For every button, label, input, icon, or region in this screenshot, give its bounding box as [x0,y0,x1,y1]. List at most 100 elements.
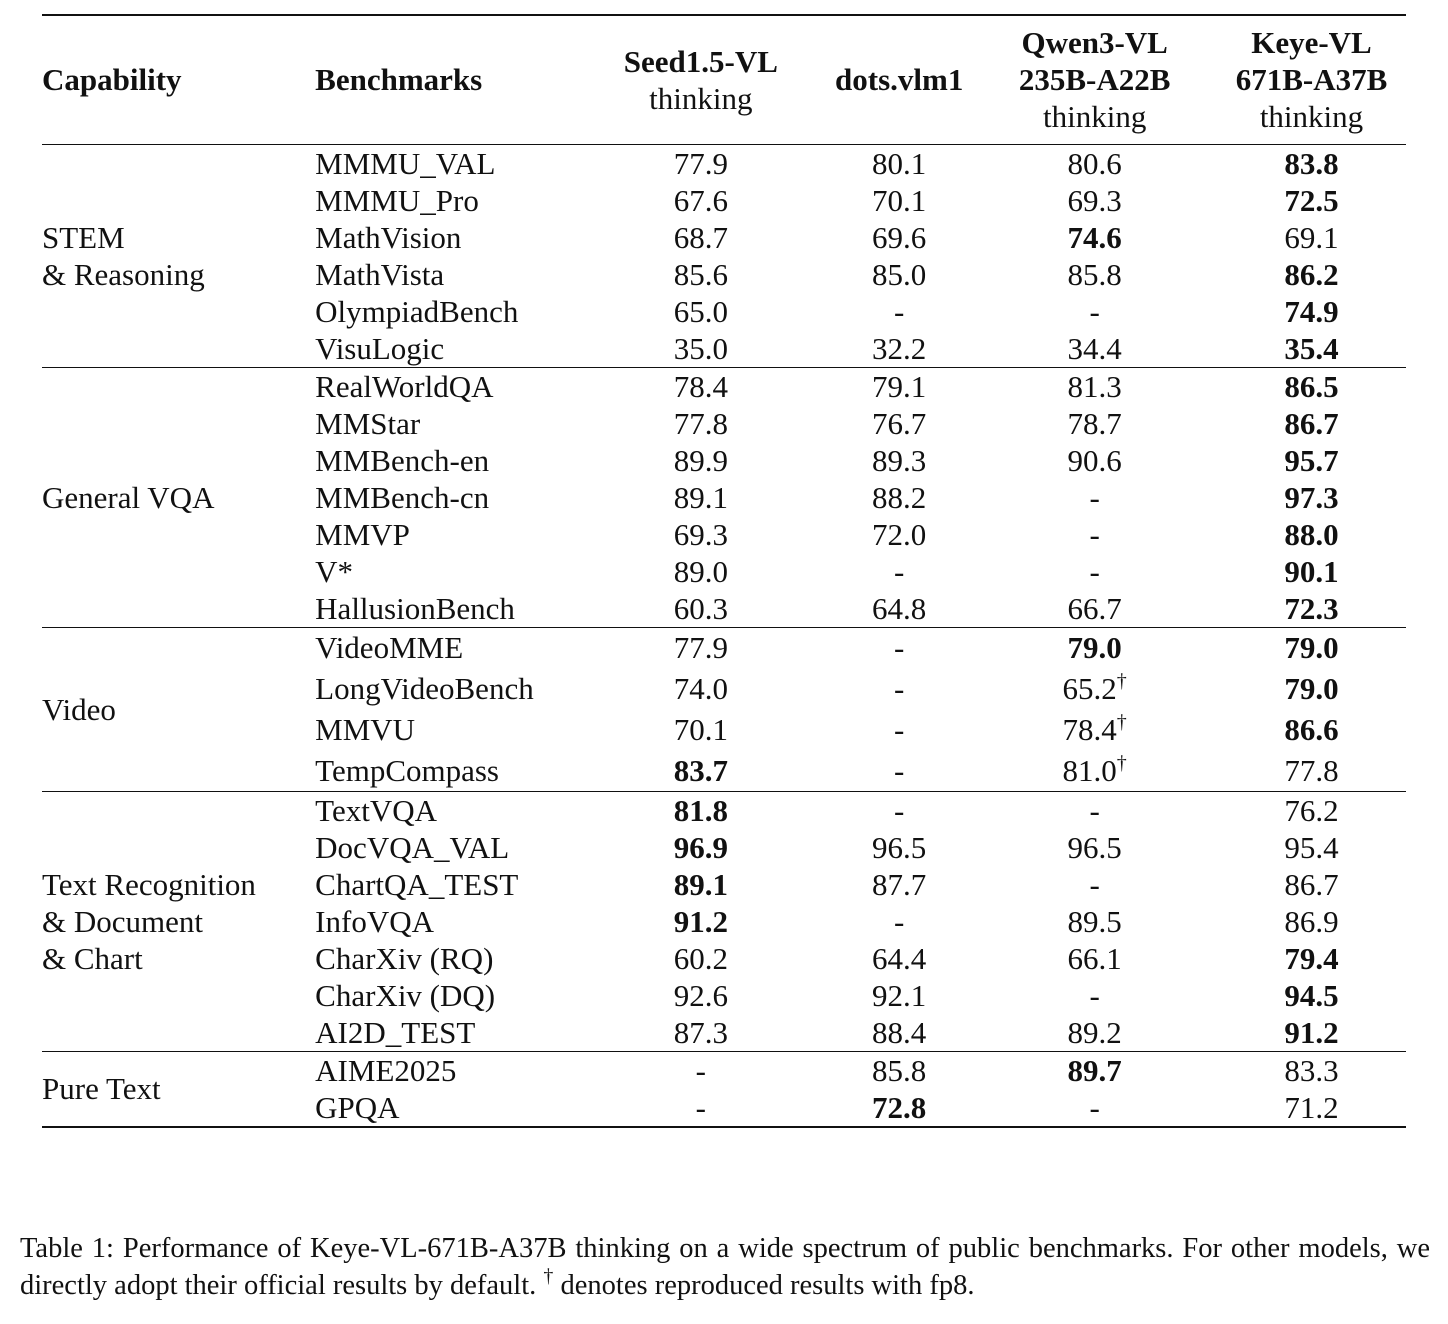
score-cell: 89.7 [1067,1052,1122,1088]
dagger-mark: † [543,1265,554,1287]
header-model: Seed1.5-VL thinking [602,15,800,144]
benchmark-name: MMVP [315,516,410,552]
model-name-line: Keye-VL [1251,25,1372,61]
score-cell: 85.8 [872,1052,927,1088]
benchmark-name: ChartQA_TEST [315,866,519,902]
model-name-line: 235B-A22B [1018,62,1171,98]
score-cell: 79.1 [872,368,927,404]
score-cell: 83.7 [673,752,728,788]
score-cell: 69.1 [1284,219,1339,255]
capability-group: STEM & Reasoning MMMU_VAL 77.9 80.1 80.6 83.8 M… [42,144,1406,367]
table-header: Capability Benchmarks Seed1.5-VL thinking… [42,15,1406,144]
score-cell: 35.4 [1284,330,1339,366]
benchmark-name: InfoVQA [315,903,434,939]
score-cell: - [1089,792,1100,828]
score-cell: - [1089,977,1100,1013]
dagger-mark: † [1116,751,1127,774]
score-cell: - [695,1089,706,1125]
score-cell: 60.2 [673,940,728,976]
score-cell: 68.7 [673,219,728,255]
benchmark-name: RealWorldQA [315,368,494,404]
model-mode-line: thinking [649,80,753,116]
score-cell: 83.8 [1284,145,1339,181]
score-cell: 69.3 [1067,182,1122,218]
capability-label: General VQA [42,479,215,515]
score-cell: 96.9 [673,829,728,865]
benchmark-name: V* [315,553,354,589]
table-row: LongVideoBench 74.0 - 65.2† 79.0 [42,668,1406,709]
benchmark-name: CharXiv (RQ) [315,940,494,976]
table-row: CharXiv (RQ) 60.2 64.4 66.1 79.4 [42,940,1406,977]
table-row: General VQA RealWorldQA 78.4 79.1 81.3 86.5 [42,367,1406,515]
benchmark-name: DocVQA_VAL [315,829,510,865]
table-row: VisuLogic 35.0 32.2 34.4 35.4 [42,330,1406,368]
score-cell: 69.6 [872,219,927,255]
table-row: Text Recognition & Document & Chart TextVQA… [42,791,1406,976]
score-cell: - [695,1052,706,1088]
score-cell: 95.7 [1284,442,1339,478]
score-cell: 86.9 [1284,903,1339,939]
capability-group: Text Recognition & Document & Chart TextVQA… [42,791,1406,1051]
header-benchmarks: Benchmarks [315,62,483,98]
score-cell: 79.0 [1284,671,1339,706]
benchmark-name: LongVideoBench [315,671,534,706]
score-cell: 74.9 [1284,293,1339,329]
score-cell: 79.0 [1284,630,1339,666]
benchmark-name: MMStar [315,405,421,441]
score-cell: 64.4 [872,940,927,976]
score-cell: 91.2 [1284,1014,1339,1050]
score-cell: - [1089,553,1100,589]
score-cell: 92.6 [673,977,728,1013]
table-row: DocVQA_VAL 96.9 96.5 96.5 95.4 [42,829,1406,866]
score-cell: 90.6 [1067,442,1122,478]
score-cell: 74.6 [1067,219,1122,255]
table-row: Pure Text AIME2025 - 85.8 89.7 83.3 [42,1051,1406,1107]
score-cell: 66.1 [1067,940,1122,976]
score-cell: 64.8 [872,590,927,626]
benchmark-name: AIME2025 [315,1052,457,1088]
score-cell: 60.3 [673,590,728,626]
score-cell: 80.1 [872,145,927,181]
score-cell: 96.5 [872,829,927,865]
score-cell: 79.0 [1067,630,1122,666]
table-row: GPQA - 72.8 - 71.2 [42,1089,1406,1127]
score-cell: - [894,553,905,589]
score-cell: 86.7 [1284,866,1339,902]
score-cell: 94.5 [1284,977,1339,1013]
score-cell: 32.2 [872,330,927,366]
capability-group: Video VideoMME 77.9-79.0 79.0 LongVideoBench… [42,627,1406,791]
model-mode-line: thinking [1259,99,1364,135]
score-cell: - [894,903,905,939]
score-cell: 89.3 [872,442,927,478]
capability-label: Video [42,691,116,727]
results-table: Capability Benchmarks Seed1.5-VL thinking… [42,14,1406,1128]
benchmark-name: MMBench-cn [315,479,490,515]
benchmark-name: MathVision [315,219,462,255]
benchmark-name: CharXiv (DQ) [315,977,496,1013]
score-cell: 80.6 [1067,145,1122,181]
score-cell: - [894,712,905,747]
score-cell: 70.1 [872,182,927,218]
score-cell: 89.1 [673,479,728,515]
score-cell: 72.3 [1284,590,1339,626]
table-row: ChartQA_TEST 89.1 87.7 - 86.7 [42,866,1406,903]
score-cell: 77.9 [673,630,728,666]
score-cell: 78.7 [1067,405,1122,441]
score-cell: 89.2 [1067,1014,1122,1050]
score-cell: 78.4 [673,368,728,404]
table-row: OlympiadBench 65.0 - - 74.9 [42,293,1406,330]
score-cell: 88.4 [872,1014,927,1050]
table-row: InfoVQA 91.2 - 89.5 86.9 [42,903,1406,940]
benchmark-name: TempCompass [315,752,499,788]
score-cell: 89.9 [673,442,728,478]
score-cell: 96.5 [1067,829,1122,865]
dagger-mark: † [1116,711,1127,733]
score-cell: 72.8 [872,1089,927,1125]
score-cell: 86.5 [1284,368,1339,404]
score-cell: 81.0† [1062,751,1127,788]
score-cell: - [894,752,905,788]
model-name-line: Seed1.5-VL [623,43,778,79]
model-mode-line: thinking [1042,99,1147,135]
score-cell: 69.3 [673,516,728,552]
score-cell: - [1089,866,1100,902]
